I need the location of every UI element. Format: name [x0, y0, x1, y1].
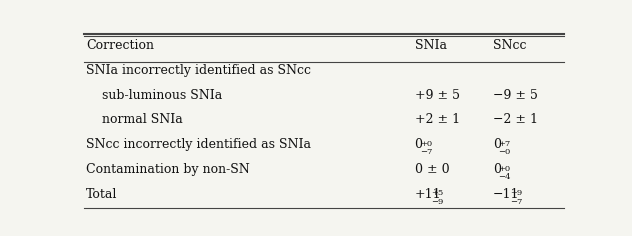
Text: 0: 0 [415, 138, 423, 151]
Text: −0: −0 [499, 148, 511, 156]
Text: +9: +9 [510, 189, 522, 197]
Text: −11: −11 [493, 188, 520, 201]
Text: SNcc incorrectly identified as SNIa: SNcc incorrectly identified as SNIa [87, 138, 312, 151]
Text: −7: −7 [510, 198, 522, 206]
Text: −7: −7 [420, 148, 432, 156]
Text: −4: −4 [499, 173, 511, 181]
Text: −9: −9 [432, 198, 444, 206]
Text: SNIa: SNIa [415, 39, 447, 52]
Text: normal SNIa: normal SNIa [87, 113, 183, 126]
Text: Correction: Correction [87, 39, 154, 52]
Text: +2 ± 1: +2 ± 1 [415, 113, 459, 126]
Text: +9 ± 5: +9 ± 5 [415, 89, 459, 102]
Text: +7: +7 [499, 140, 511, 148]
Text: +5: +5 [432, 189, 444, 197]
Text: sub-luminous SNIa: sub-luminous SNIa [87, 89, 222, 102]
Text: +11: +11 [415, 188, 441, 201]
Text: 0: 0 [493, 163, 501, 176]
Text: +0: +0 [420, 140, 432, 148]
Text: +0: +0 [499, 165, 511, 173]
Text: Total: Total [87, 188, 118, 201]
Text: −9 ± 5: −9 ± 5 [493, 89, 538, 102]
Text: SNcc: SNcc [493, 39, 526, 52]
Text: 0 ± 0: 0 ± 0 [415, 163, 449, 176]
Text: Contamination by non-SN: Contamination by non-SN [87, 163, 250, 176]
Text: −2 ± 1: −2 ± 1 [493, 113, 538, 126]
Text: SNIa incorrectly identified as SNcc: SNIa incorrectly identified as SNcc [87, 64, 312, 77]
Text: 0: 0 [493, 138, 501, 151]
